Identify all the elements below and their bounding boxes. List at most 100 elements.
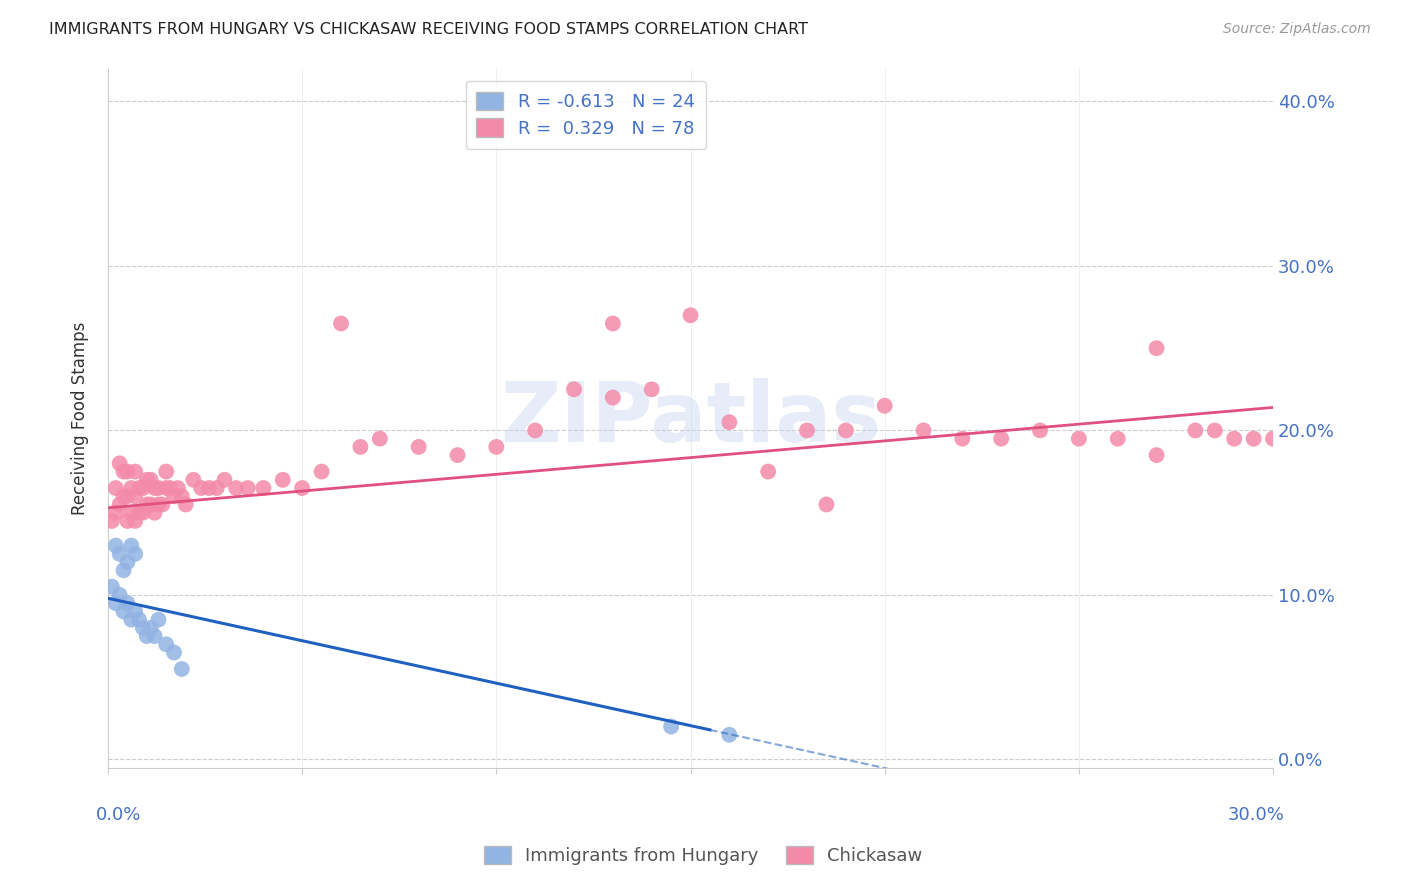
Point bbox=[835, 424, 858, 438]
Point bbox=[183, 473, 205, 487]
Point bbox=[190, 481, 212, 495]
Point bbox=[1281, 440, 1303, 454]
Point bbox=[796, 424, 818, 438]
Point bbox=[163, 489, 186, 503]
Point bbox=[117, 465, 139, 479]
Point bbox=[120, 539, 142, 553]
Point bbox=[148, 481, 170, 495]
Point bbox=[1261, 432, 1284, 446]
Point bbox=[198, 481, 221, 495]
Point bbox=[640, 382, 662, 396]
Text: IMMIGRANTS FROM HUNGARY VS CHICKASAW RECEIVING FOOD STAMPS CORRELATION CHART: IMMIGRANTS FROM HUNGARY VS CHICKASAW REC… bbox=[49, 22, 808, 37]
Point bbox=[1029, 424, 1052, 438]
Point bbox=[104, 596, 127, 610]
Point bbox=[135, 498, 157, 512]
Point bbox=[132, 481, 155, 495]
Point bbox=[155, 481, 177, 495]
Point bbox=[143, 481, 166, 495]
Point bbox=[1204, 424, 1226, 438]
Point bbox=[679, 308, 702, 322]
Text: Source: ZipAtlas.com: Source: ZipAtlas.com bbox=[1223, 22, 1371, 37]
Point bbox=[135, 629, 157, 643]
Point bbox=[271, 473, 294, 487]
Point bbox=[150, 498, 173, 512]
Point bbox=[128, 506, 150, 520]
Point bbox=[128, 481, 150, 495]
Point bbox=[1146, 448, 1168, 462]
Point bbox=[117, 596, 139, 610]
Point bbox=[485, 440, 508, 454]
Point bbox=[117, 555, 139, 569]
Point bbox=[117, 489, 139, 503]
Point bbox=[562, 382, 585, 396]
Point bbox=[1184, 424, 1206, 438]
Point bbox=[368, 432, 391, 446]
Point bbox=[408, 440, 430, 454]
Point bbox=[155, 637, 177, 651]
Point bbox=[602, 317, 624, 331]
Point bbox=[1223, 432, 1246, 446]
Legend: R = -0.613   N = 24, R =  0.329   N = 78: R = -0.613 N = 24, R = 0.329 N = 78 bbox=[465, 81, 706, 149]
Point bbox=[163, 646, 186, 660]
Point bbox=[108, 547, 131, 561]
Point bbox=[124, 514, 146, 528]
Point bbox=[139, 498, 162, 512]
Point bbox=[602, 391, 624, 405]
Point bbox=[120, 506, 142, 520]
Point bbox=[330, 317, 353, 331]
Point bbox=[446, 448, 468, 462]
Point bbox=[139, 621, 162, 635]
Point bbox=[104, 481, 127, 495]
Point bbox=[143, 629, 166, 643]
Point bbox=[205, 481, 228, 495]
Point bbox=[718, 728, 741, 742]
Point bbox=[112, 563, 135, 577]
Point bbox=[159, 481, 181, 495]
Point bbox=[815, 498, 838, 512]
Y-axis label: Receiving Food Stamps: Receiving Food Stamps bbox=[72, 321, 89, 515]
Point bbox=[143, 506, 166, 520]
Point bbox=[1107, 432, 1129, 446]
Point bbox=[225, 481, 247, 495]
Point bbox=[990, 432, 1012, 446]
Point bbox=[1146, 341, 1168, 355]
Point bbox=[174, 498, 197, 512]
Point bbox=[108, 498, 131, 512]
Point bbox=[349, 440, 371, 454]
Point bbox=[108, 456, 131, 470]
Point bbox=[117, 514, 139, 528]
Point bbox=[104, 506, 127, 520]
Point bbox=[718, 415, 741, 429]
Point bbox=[170, 662, 193, 676]
Point bbox=[167, 481, 190, 495]
Point bbox=[128, 613, 150, 627]
Point bbox=[101, 514, 124, 528]
Point bbox=[756, 465, 779, 479]
Point bbox=[104, 539, 127, 553]
Point bbox=[252, 481, 274, 495]
Point bbox=[132, 621, 155, 635]
Point bbox=[155, 465, 177, 479]
Point bbox=[236, 481, 259, 495]
Point bbox=[873, 399, 896, 413]
Point bbox=[124, 489, 146, 503]
Point bbox=[112, 465, 135, 479]
Point bbox=[108, 588, 131, 602]
Text: 30.0%: 30.0% bbox=[1227, 806, 1285, 824]
Point bbox=[1243, 432, 1265, 446]
Point bbox=[170, 489, 193, 503]
Point bbox=[132, 506, 155, 520]
Point bbox=[1067, 432, 1090, 446]
Point bbox=[124, 547, 146, 561]
Point bbox=[101, 580, 124, 594]
Text: ZIPatlas: ZIPatlas bbox=[501, 377, 882, 458]
Legend: Immigrants from Hungary, Chickasaw: Immigrants from Hungary, Chickasaw bbox=[477, 838, 929, 872]
Point bbox=[139, 473, 162, 487]
Point bbox=[291, 481, 314, 495]
Point bbox=[524, 424, 547, 438]
Point bbox=[950, 432, 973, 446]
Point bbox=[311, 465, 333, 479]
Point bbox=[912, 424, 935, 438]
Point bbox=[124, 604, 146, 618]
Point bbox=[124, 465, 146, 479]
